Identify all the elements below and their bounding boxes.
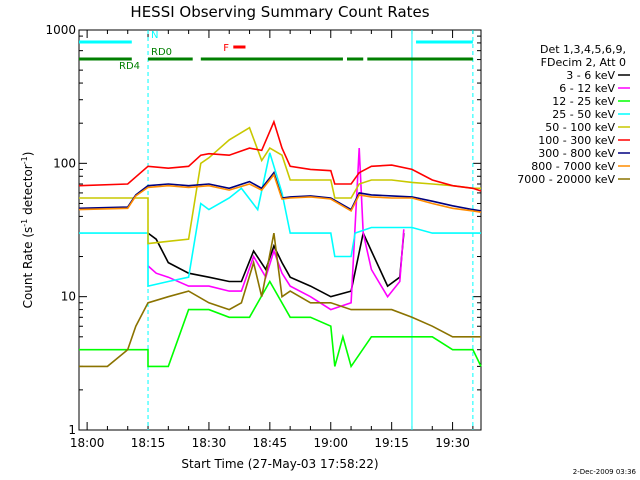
x-tick-label: 19:30 (435, 436, 470, 450)
x-axis: 18:00 18:15 18:30 18:45 19:00 19:15 19:30 (70, 30, 474, 450)
x-tick-label: 18:00 (70, 436, 105, 450)
status-bars: N RD4 RD0 F (79, 30, 473, 72)
status-label-f: F (223, 43, 229, 54)
series-line-800-7000-kev (78, 173, 482, 213)
y-axis-label-mid: detector (21, 164, 35, 219)
legend-entry-label: 100 - 300 keV (538, 134, 615, 147)
x-tick-label: 18:30 (192, 436, 227, 450)
series-line-100-300-kev (78, 119, 482, 192)
series-line-50-100-kev (79, 126, 481, 245)
chart-title: HESSI Observing Summary Count Rates (130, 3, 429, 21)
status-label-rd0: RD0 (151, 47, 172, 58)
y-axis-label-end: ) (21, 152, 35, 157)
legend-entry-label: 6 - 12 keV (559, 82, 615, 95)
legend: Det 1,3,4,5,6,9, FDecim 2, Att 0 3 - 6 k… (517, 43, 630, 186)
legend-entry-label: 7000 - 20000 keV (517, 173, 615, 186)
x-tick-label: 18:15 (131, 436, 166, 450)
series-line-6-12-kev (147, 148, 405, 311)
series-lines (78, 119, 482, 369)
y-tick-label: 10 (61, 290, 76, 304)
x-tick-label: 19:15 (374, 436, 409, 450)
y-axis: 1 10 100 1000 (45, 23, 481, 437)
series-line-300-800-kev (78, 171, 482, 212)
y-axis-label-main: Count Rate (s (21, 227, 35, 309)
series-line-3-6-kev (147, 230, 405, 298)
legend-header-line-2: FDecim 2, Att 0 (541, 56, 626, 69)
series-line-12-25-kev (79, 279, 482, 369)
plot-frame (78, 29, 482, 431)
y-axis-label-exp1: -1 (20, 219, 29, 227)
y-axis-label: Count Rate (s-1 detector-1) (20, 152, 35, 309)
status-label-n: N (151, 30, 158, 41)
legend-entry-label: 300 - 800 keV (538, 147, 615, 160)
series-line-7000-20000-kev (79, 232, 481, 368)
legend-entry-label: 50 - 100 keV (545, 121, 615, 134)
legend-header-line-1: Det 1,3,4,5,6,9, (540, 43, 626, 56)
y-tick-label: 100 (53, 156, 76, 170)
x-tick-label: 18:45 (253, 436, 288, 450)
legend-entry-label: 800 - 7000 keV (531, 160, 615, 173)
footnote-date: 2-Dec-2009 03:36 (573, 468, 637, 476)
legend-entry-label: 12 - 25 keV (552, 95, 615, 108)
x-tick-label: 19:00 (313, 436, 348, 450)
legend-entry-label: 25 - 50 keV (552, 108, 615, 121)
status-label-rd4: RD4 (119, 61, 140, 72)
x-axis-label: Start Time (27-May-03 17:58:22) (181, 457, 378, 471)
y-tick-label: 1000 (45, 23, 76, 37)
legend-entry-label: 3 - 6 keV (566, 69, 615, 82)
y-tick-label: 1 (68, 423, 76, 437)
series-line-25-50-kev (79, 152, 481, 288)
y-axis-label-exp2: -1 (20, 156, 29, 164)
